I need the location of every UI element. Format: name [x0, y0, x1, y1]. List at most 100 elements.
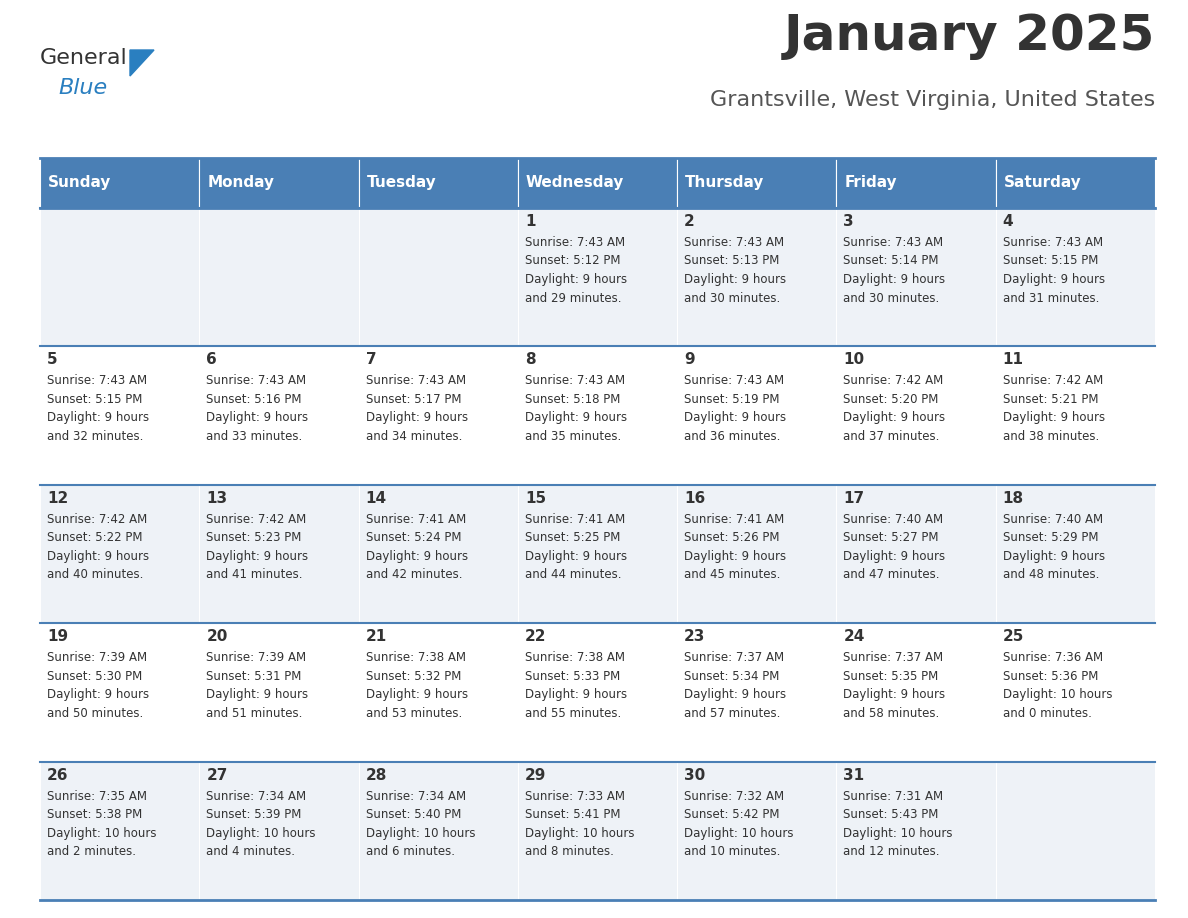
Text: Sunset: 5:39 PM: Sunset: 5:39 PM	[207, 808, 302, 821]
Text: and 44 minutes.: and 44 minutes.	[525, 568, 621, 581]
Text: Sunrise: 7:39 AM: Sunrise: 7:39 AM	[207, 651, 307, 665]
Text: Sunrise: 7:35 AM: Sunrise: 7:35 AM	[48, 789, 147, 802]
Text: 14: 14	[366, 491, 387, 506]
Bar	[359, 158, 518, 208]
Text: January 2025: January 2025	[784, 12, 1155, 60]
Text: Wednesday: Wednesday	[526, 175, 624, 191]
Text: Sunset: 5:35 PM: Sunset: 5:35 PM	[843, 670, 939, 683]
Bar	[836, 208, 996, 346]
Text: and 31 minutes.: and 31 minutes.	[1003, 292, 1099, 305]
Text: Daylight: 9 hours: Daylight: 9 hours	[843, 273, 946, 286]
Bar	[200, 485, 359, 623]
Text: 28: 28	[366, 767, 387, 783]
Bar	[40, 208, 200, 346]
Text: and 29 minutes.: and 29 minutes.	[525, 292, 621, 305]
Text: and 51 minutes.: and 51 minutes.	[207, 707, 303, 720]
Text: General: General	[40, 48, 128, 68]
Text: 5: 5	[48, 353, 58, 367]
Text: Sunset: 5:32 PM: Sunset: 5:32 PM	[366, 670, 461, 683]
Text: Daylight: 9 hours: Daylight: 9 hours	[684, 688, 786, 701]
Text: and 58 minutes.: and 58 minutes.	[843, 707, 940, 720]
Text: Sunset: 5:15 PM: Sunset: 5:15 PM	[1003, 254, 1098, 267]
Text: Daylight: 9 hours: Daylight: 9 hours	[525, 273, 627, 286]
Bar	[359, 623, 518, 762]
Bar	[996, 158, 1155, 208]
Text: Sunset: 5:22 PM: Sunset: 5:22 PM	[48, 532, 143, 544]
Text: Sunset: 5:29 PM: Sunset: 5:29 PM	[1003, 532, 1098, 544]
Text: Daylight: 9 hours: Daylight: 9 hours	[366, 411, 468, 424]
Text: Sunset: 5:18 PM: Sunset: 5:18 PM	[525, 393, 620, 406]
Text: Sunrise: 7:43 AM: Sunrise: 7:43 AM	[366, 375, 466, 387]
Bar	[996, 346, 1155, 485]
Bar	[40, 346, 200, 485]
Text: Sunrise: 7:36 AM: Sunrise: 7:36 AM	[1003, 651, 1102, 665]
Text: Sunrise: 7:43 AM: Sunrise: 7:43 AM	[207, 375, 307, 387]
Text: Sunrise: 7:43 AM: Sunrise: 7:43 AM	[1003, 236, 1102, 249]
Text: Sunrise: 7:40 AM: Sunrise: 7:40 AM	[1003, 513, 1102, 526]
Text: and 34 minutes.: and 34 minutes.	[366, 430, 462, 442]
Bar	[518, 762, 677, 900]
Text: Daylight: 9 hours: Daylight: 9 hours	[1003, 411, 1105, 424]
Text: Daylight: 9 hours: Daylight: 9 hours	[843, 550, 946, 563]
Text: Sunrise: 7:43 AM: Sunrise: 7:43 AM	[684, 236, 784, 249]
Text: Daylight: 9 hours: Daylight: 9 hours	[48, 411, 150, 424]
Text: 2: 2	[684, 214, 695, 229]
Bar	[40, 762, 200, 900]
Text: Daylight: 9 hours: Daylight: 9 hours	[1003, 273, 1105, 286]
Text: and 48 minutes.: and 48 minutes.	[1003, 568, 1099, 581]
Text: 10: 10	[843, 353, 865, 367]
Text: and 55 minutes.: and 55 minutes.	[525, 707, 621, 720]
Text: and 8 minutes.: and 8 minutes.	[525, 845, 614, 858]
Text: Daylight: 9 hours: Daylight: 9 hours	[48, 688, 150, 701]
Text: and 30 minutes.: and 30 minutes.	[684, 292, 781, 305]
Bar	[996, 623, 1155, 762]
Text: Daylight: 10 hours: Daylight: 10 hours	[525, 826, 634, 840]
Text: Sunrise: 7:31 AM: Sunrise: 7:31 AM	[843, 789, 943, 802]
Text: and 50 minutes.: and 50 minutes.	[48, 707, 144, 720]
Text: and 0 minutes.: and 0 minutes.	[1003, 707, 1092, 720]
Text: 13: 13	[207, 491, 227, 506]
Text: 16: 16	[684, 491, 706, 506]
Text: Sunrise: 7:43 AM: Sunrise: 7:43 AM	[684, 375, 784, 387]
Text: 9: 9	[684, 353, 695, 367]
Text: and 12 minutes.: and 12 minutes.	[843, 845, 940, 858]
Text: Sunset: 5:31 PM: Sunset: 5:31 PM	[207, 670, 302, 683]
Bar	[40, 623, 200, 762]
Text: 26: 26	[48, 767, 69, 783]
Bar	[996, 485, 1155, 623]
Text: Sunrise: 7:37 AM: Sunrise: 7:37 AM	[684, 651, 784, 665]
Text: Daylight: 9 hours: Daylight: 9 hours	[48, 550, 150, 563]
Text: Daylight: 9 hours: Daylight: 9 hours	[525, 688, 627, 701]
Bar	[518, 208, 677, 346]
Text: Sunrise: 7:37 AM: Sunrise: 7:37 AM	[843, 651, 943, 665]
Bar	[359, 762, 518, 900]
Text: Sunrise: 7:39 AM: Sunrise: 7:39 AM	[48, 651, 147, 665]
Text: Sunday: Sunday	[48, 175, 112, 191]
Text: 8: 8	[525, 353, 536, 367]
Text: Daylight: 9 hours: Daylight: 9 hours	[684, 273, 786, 286]
Text: 4: 4	[1003, 214, 1013, 229]
Text: 23: 23	[684, 629, 706, 644]
Bar	[677, 623, 836, 762]
Text: Blue: Blue	[58, 78, 107, 98]
Text: Daylight: 9 hours: Daylight: 9 hours	[525, 550, 627, 563]
Text: Daylight: 10 hours: Daylight: 10 hours	[207, 826, 316, 840]
Bar	[996, 208, 1155, 346]
Text: Sunrise: 7:43 AM: Sunrise: 7:43 AM	[843, 236, 943, 249]
Bar	[359, 346, 518, 485]
Text: Sunrise: 7:43 AM: Sunrise: 7:43 AM	[48, 375, 147, 387]
Text: 25: 25	[1003, 629, 1024, 644]
Bar	[677, 346, 836, 485]
Text: 1: 1	[525, 214, 536, 229]
Bar	[836, 485, 996, 623]
Bar	[677, 762, 836, 900]
Text: 3: 3	[843, 214, 854, 229]
Text: Daylight: 10 hours: Daylight: 10 hours	[843, 826, 953, 840]
Bar	[836, 158, 996, 208]
Bar	[677, 208, 836, 346]
Text: Sunset: 5:15 PM: Sunset: 5:15 PM	[48, 393, 143, 406]
Text: Grantsville, West Virginia, United States: Grantsville, West Virginia, United State…	[709, 90, 1155, 110]
Text: Sunset: 5:38 PM: Sunset: 5:38 PM	[48, 808, 143, 821]
Bar	[518, 485, 677, 623]
Text: Sunset: 5:43 PM: Sunset: 5:43 PM	[843, 808, 939, 821]
